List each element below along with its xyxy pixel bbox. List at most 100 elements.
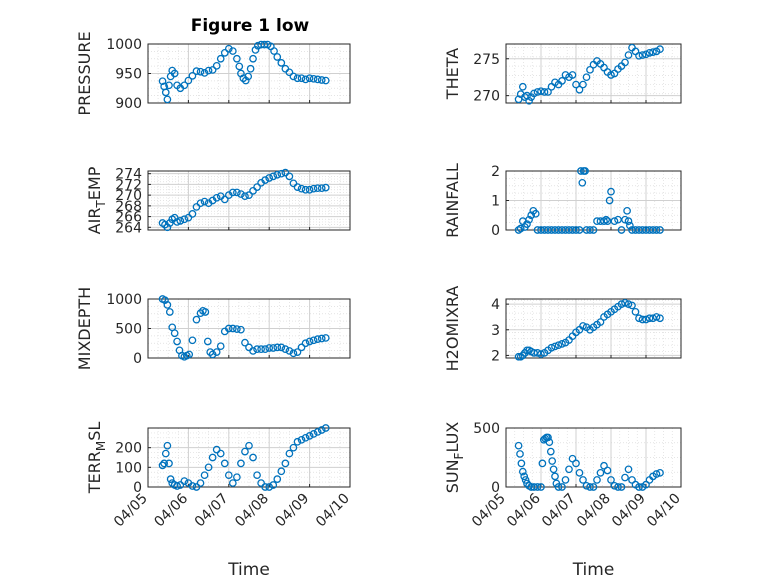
data-point [188, 336, 197, 345]
y-tick-label: 1000 [106, 292, 142, 308]
data-point [265, 483, 274, 491]
data-point [645, 314, 654, 323]
data-point [649, 48, 657, 56]
data-point [626, 221, 634, 230]
data-point [246, 64, 255, 73]
data-point [158, 77, 167, 86]
data-point [212, 445, 221, 454]
data-point [285, 449, 294, 458]
data-point [244, 72, 253, 81]
data-point [165, 459, 173, 468]
data-point [554, 483, 563, 491]
y-axis-label: TERRMSL [85, 422, 108, 495]
data-point [241, 338, 249, 347]
data-point [196, 309, 205, 318]
data-point [547, 343, 556, 352]
data-point [523, 220, 531, 228]
data-point [544, 88, 552, 96]
data-point [313, 428, 322, 436]
data-point [518, 467, 527, 476]
data-point [589, 226, 598, 234]
data-point [607, 187, 615, 196]
data-point [251, 46, 260, 54]
data-point [321, 424, 330, 432]
data-point [249, 453, 257, 462]
data-point [540, 88, 549, 96]
data-point [518, 82, 527, 91]
data-point [203, 337, 212, 346]
axes-mixdepth: 0 500 1000 MIXDEPTH [75, 287, 351, 370]
data-point [163, 441, 172, 450]
data-point [273, 475, 282, 483]
data-point [621, 298, 629, 307]
data-point [558, 340, 566, 348]
data-point [253, 345, 261, 353]
y-tick-label: 4 [491, 297, 500, 313]
data-point [593, 476, 601, 484]
data-point [624, 300, 633, 308]
data-point [623, 206, 631, 215]
data-point [582, 73, 591, 82]
data-point [301, 433, 310, 442]
data-point [537, 350, 545, 359]
data-point [297, 184, 306, 193]
data-point [273, 170, 282, 179]
data-point [642, 315, 650, 324]
data-point [313, 184, 322, 193]
y-tick-label: 500 [115, 322, 142, 338]
data-point [549, 465, 558, 474]
y-tick-label: 266 [115, 210, 142, 226]
data-point [216, 54, 225, 63]
data-point [160, 459, 169, 468]
data-point [525, 215, 533, 224]
data-point [241, 192, 249, 201]
data-point [180, 81, 189, 90]
data-point [586, 65, 594, 74]
data-point [185, 350, 194, 359]
data-point [579, 476, 587, 484]
data-point [652, 470, 661, 478]
data-point [241, 76, 250, 85]
axes-rainfall: 0 1 2 RAINFALL [443, 163, 682, 239]
data-point [317, 426, 326, 434]
y-axis-label: PRESSURE [75, 31, 94, 115]
data-point [297, 74, 306, 83]
data-point [624, 51, 633, 59]
data-point [180, 477, 189, 485]
data-point [635, 314, 643, 323]
data-point [196, 479, 205, 487]
data-point [656, 468, 664, 477]
data-point [237, 459, 245, 468]
data-point [208, 66, 217, 74]
data-point [545, 438, 554, 447]
data-point [577, 167, 585, 175]
data-point [530, 349, 538, 357]
data-point [239, 74, 248, 83]
axes-box [505, 43, 682, 104]
data-point [261, 483, 270, 491]
data-point [301, 75, 310, 84]
data-point [605, 196, 614, 205]
data-point [200, 197, 209, 206]
data-point [582, 481, 591, 490]
data-point [273, 343, 282, 352]
data-point [224, 471, 233, 480]
data-point [538, 459, 547, 468]
data-point [253, 183, 261, 191]
data-point [305, 432, 314, 440]
figure-title: Figure 1 low [191, 16, 310, 36]
data-point [628, 301, 636, 310]
data-point [586, 226, 594, 234]
data-point [317, 184, 326, 193]
y-axis-label: H2OMIXRA [443, 286, 462, 372]
data-point [621, 215, 629, 224]
data-point [277, 59, 286, 67]
y-tick-label: 1000 [106, 37, 142, 53]
data-point [621, 58, 629, 67]
data-point [521, 476, 530, 484]
data-point [631, 307, 640, 316]
data-point [309, 430, 318, 438]
data-point [285, 347, 294, 355]
